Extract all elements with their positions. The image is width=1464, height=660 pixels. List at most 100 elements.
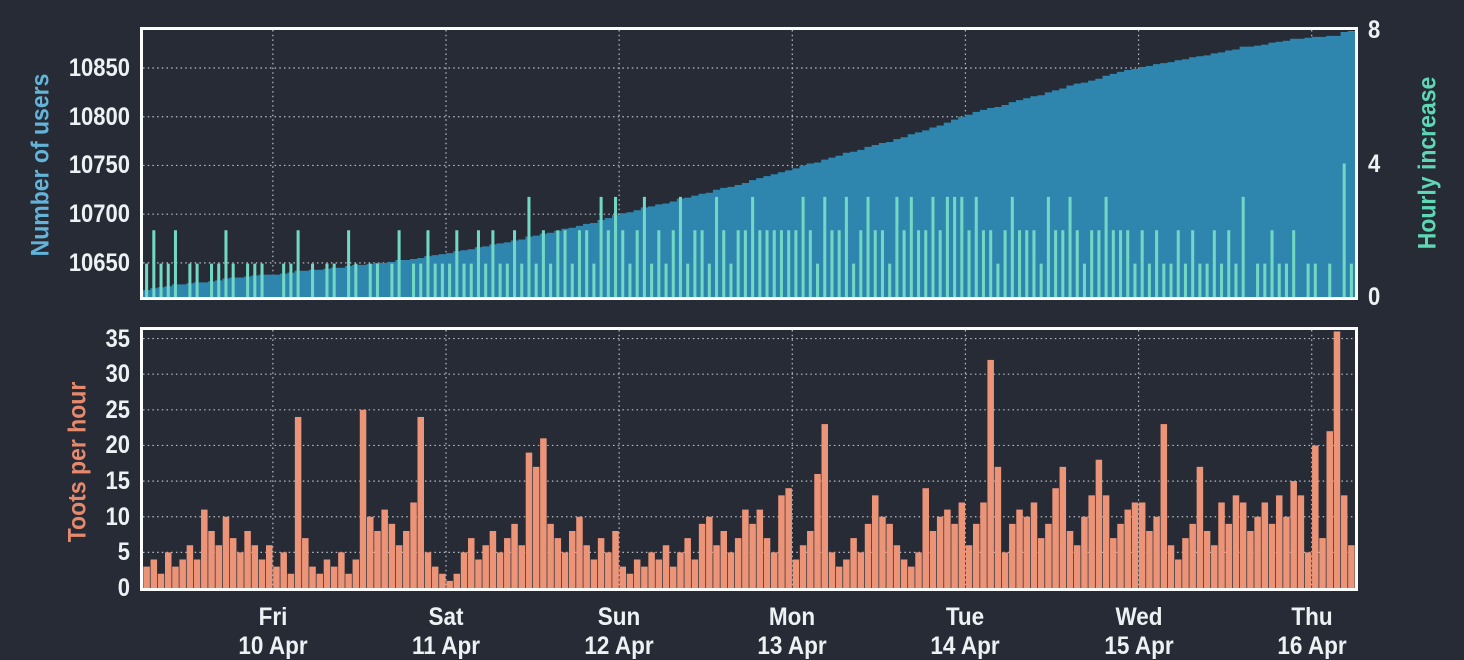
hourly-increase-bar xyxy=(1198,263,1202,297)
toots-bar xyxy=(1066,530,1074,588)
hourly-increase-bar xyxy=(1292,230,1296,297)
toots-bar xyxy=(547,523,554,588)
hourly-increase-bar xyxy=(671,230,675,297)
toots-bar xyxy=(669,566,677,588)
toots-bar xyxy=(922,488,929,588)
toots-bar xyxy=(1203,530,1211,588)
toots-bar xyxy=(439,573,446,588)
hourly-increase-bar xyxy=(715,196,719,297)
hourly-increase-bar xyxy=(426,230,430,297)
toots-bar xyxy=(561,552,569,588)
hourly-increase-bar xyxy=(448,263,452,297)
hourly-increase-bar xyxy=(347,230,351,297)
date-label: 15 Apr xyxy=(1103,632,1174,660)
toots-bar xyxy=(1174,559,1182,588)
toots-bar xyxy=(763,538,771,588)
toots-bar xyxy=(475,559,482,588)
hourly-increase-bar xyxy=(368,263,372,297)
hourly-increase-bar xyxy=(1104,196,1108,297)
toots-bar xyxy=(1146,530,1153,588)
toots-bar xyxy=(532,466,540,588)
date-label: 10 Apr xyxy=(238,632,308,660)
toots-bar xyxy=(929,530,937,588)
hourly-increase-bar xyxy=(1068,196,1072,297)
toots-bar xyxy=(857,552,865,588)
hourly-increase-bar xyxy=(794,230,798,297)
hourly-increase-bar xyxy=(844,196,848,297)
toots-bar xyxy=(215,545,222,588)
toots-bar xyxy=(1001,552,1009,588)
hourly-increase-bar xyxy=(224,230,228,297)
hourly-increase-bar xyxy=(1284,263,1288,297)
toots-bar xyxy=(1081,516,1088,588)
hourly-increase-bar xyxy=(354,263,358,297)
toots-bar xyxy=(1095,459,1103,588)
toots-bar xyxy=(222,516,230,588)
toots-bar xyxy=(201,509,208,588)
toots-bar xyxy=(684,538,691,588)
hourly-increase-bar xyxy=(1328,263,1332,297)
toots-bar xyxy=(886,523,893,588)
weekday-label: Sun xyxy=(597,603,641,631)
toots-bar xyxy=(691,559,699,588)
hourly-increase-bar xyxy=(231,263,235,297)
toots-bar xyxy=(424,552,432,588)
hourly-increase-bar xyxy=(1032,230,1036,297)
toots-bar xyxy=(554,538,562,588)
toots-bar xyxy=(965,545,973,588)
hourly-increase-bar xyxy=(513,230,517,297)
toots-bar xyxy=(1239,502,1247,588)
hourly-increase-bar xyxy=(1010,196,1014,297)
hourly-increase-bar xyxy=(779,230,783,297)
toots-y-tick-label: 15 xyxy=(105,467,130,496)
toots-bar xyxy=(323,559,331,588)
hourly-increase-bar xyxy=(563,230,567,297)
toots-bar xyxy=(150,559,158,588)
toots-bar xyxy=(338,552,345,588)
hourly-increase-bar xyxy=(743,230,747,297)
toots-bar xyxy=(157,573,165,588)
hourly-increase-bar xyxy=(859,230,863,297)
toots-bar xyxy=(1261,502,1269,588)
hourly-increase-y-tick-label: 8 xyxy=(1368,16,1381,44)
hourly-increase-bar xyxy=(888,263,892,297)
toots-bar xyxy=(1283,516,1290,588)
toots-bar xyxy=(1023,516,1030,588)
users-y-tick-label: 10800 xyxy=(68,102,130,131)
toots-bar xyxy=(641,566,648,588)
hourly-increase-bar xyxy=(1212,230,1216,297)
toots-bar xyxy=(1326,431,1333,588)
hourly-increase-bar xyxy=(664,263,668,297)
toots-bar xyxy=(237,552,244,588)
toots-bar xyxy=(576,516,583,588)
hourly-increase-bar xyxy=(945,196,949,297)
toots-bar xyxy=(835,566,843,588)
hourly-increase-bar xyxy=(830,230,834,297)
toots-bar xyxy=(1124,509,1131,588)
hourly-increase-bar xyxy=(476,230,480,297)
hourly-increase-bar xyxy=(159,263,163,297)
toots-bar xyxy=(482,545,489,588)
weekday-label: Mon xyxy=(769,603,816,631)
x-axis-day-label: Sat 11 Apr xyxy=(412,603,480,660)
hourly-increase-bar xyxy=(1061,230,1065,297)
toots-bar xyxy=(987,359,994,588)
users-area-series xyxy=(143,30,1355,297)
hourly-increase-bar xyxy=(1097,230,1101,297)
toots-bar xyxy=(597,538,605,588)
hourly-increase-bar xyxy=(989,230,993,297)
hourly-increase-bar xyxy=(166,263,170,297)
toots-bar xyxy=(164,552,172,588)
hourly-increase-bar xyxy=(1227,230,1231,297)
hourly-increase-bar xyxy=(433,263,437,297)
hourly-increase-bar xyxy=(325,263,329,297)
hourly-increase-bar xyxy=(491,230,495,297)
hourly-increase-bar xyxy=(1147,263,1151,297)
hourly-increase-bar xyxy=(931,196,935,297)
toots-bar xyxy=(792,559,800,588)
hourly-increase-bar xyxy=(469,263,473,297)
toots-bar xyxy=(244,530,251,588)
date-label: 13 Apr xyxy=(757,632,827,660)
toots-bar xyxy=(1030,502,1038,588)
toots-chart-plot xyxy=(140,327,1358,591)
